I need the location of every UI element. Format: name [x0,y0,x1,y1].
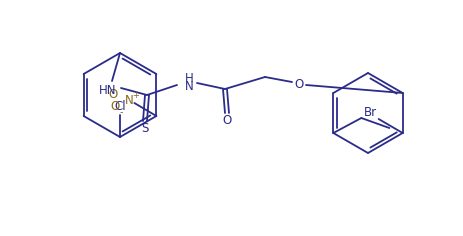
Text: H: H [184,72,193,85]
Text: O: O [108,88,118,101]
Text: -: - [119,107,123,117]
Text: Br: Br [363,105,376,118]
Text: HN: HN [99,84,117,97]
Text: O: O [294,79,303,92]
Text: S: S [141,122,148,135]
Text: Cl: Cl [114,101,125,114]
Text: N: N [184,80,193,93]
Text: O: O [222,114,231,127]
Text: O: O [111,101,120,114]
Text: N: N [125,94,133,108]
Text: +: + [131,92,138,101]
